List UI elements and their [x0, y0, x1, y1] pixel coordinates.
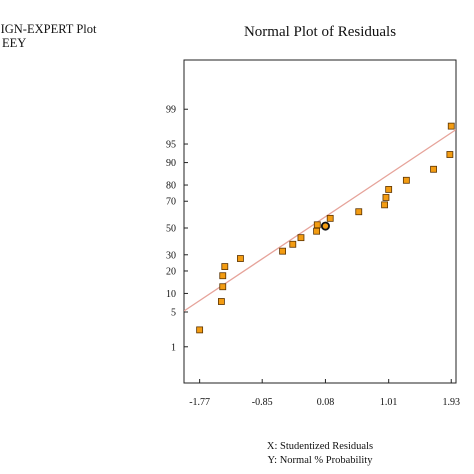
x-tick-label: 1.01 [380, 397, 398, 408]
y-tick-label: 80 [166, 181, 176, 192]
data-point [279, 247, 287, 255]
x-tick-label: 0.08 [317, 397, 335, 408]
y-tick-label: 1 [171, 342, 176, 353]
plot-software-header: ESIGN-EXPERT Plot [0, 22, 97, 36]
y-tick-label: 95 [166, 140, 176, 151]
data-point [217, 298, 225, 305]
data-point [196, 326, 204, 334]
data-point [447, 122, 455, 130]
data-point [355, 208, 363, 216]
y-tick-label: 10 [166, 289, 176, 300]
x-axis-label: X: Studentized Residuals [266, 441, 374, 452]
chart-title: Normal Plot of Residuals [243, 24, 397, 40]
data-point [382, 194, 390, 201]
y-tick-label: 90 [166, 158, 176, 169]
data-point [313, 227, 321, 235]
data-point [446, 151, 454, 158]
data-point [313, 221, 321, 229]
x-tick-label: -1.77 [189, 397, 210, 408]
data-point [219, 272, 227, 280]
y-tick-label: 20 [166, 266, 176, 277]
data-point [381, 201, 389, 209]
data-point [221, 263, 229, 270]
response-name-header: EEY [2, 36, 27, 50]
data-point [402, 176, 410, 184]
y-tick-label: 50 [166, 224, 176, 235]
y-axis-label: Y: Normal % Probability [267, 455, 373, 466]
y-tick-label: 70 [166, 197, 176, 208]
plot-frame [183, 59, 457, 384]
data-point [297, 234, 305, 242]
data-point [326, 214, 334, 222]
data-point [430, 165, 437, 173]
data-point [289, 240, 297, 248]
fit-line [184, 129, 456, 312]
data-point [385, 186, 393, 193]
y-tick-label: 99 [166, 105, 176, 116]
y-tick-label: 5 [171, 307, 176, 318]
y-tick-label: 30 [166, 250, 176, 261]
x-tick-label: 1.93 [442, 397, 460, 408]
data-point [237, 255, 244, 262]
highlighted-data-point [320, 221, 330, 231]
data-point [219, 283, 227, 291]
x-tick-label: -0.85 [252, 397, 273, 408]
